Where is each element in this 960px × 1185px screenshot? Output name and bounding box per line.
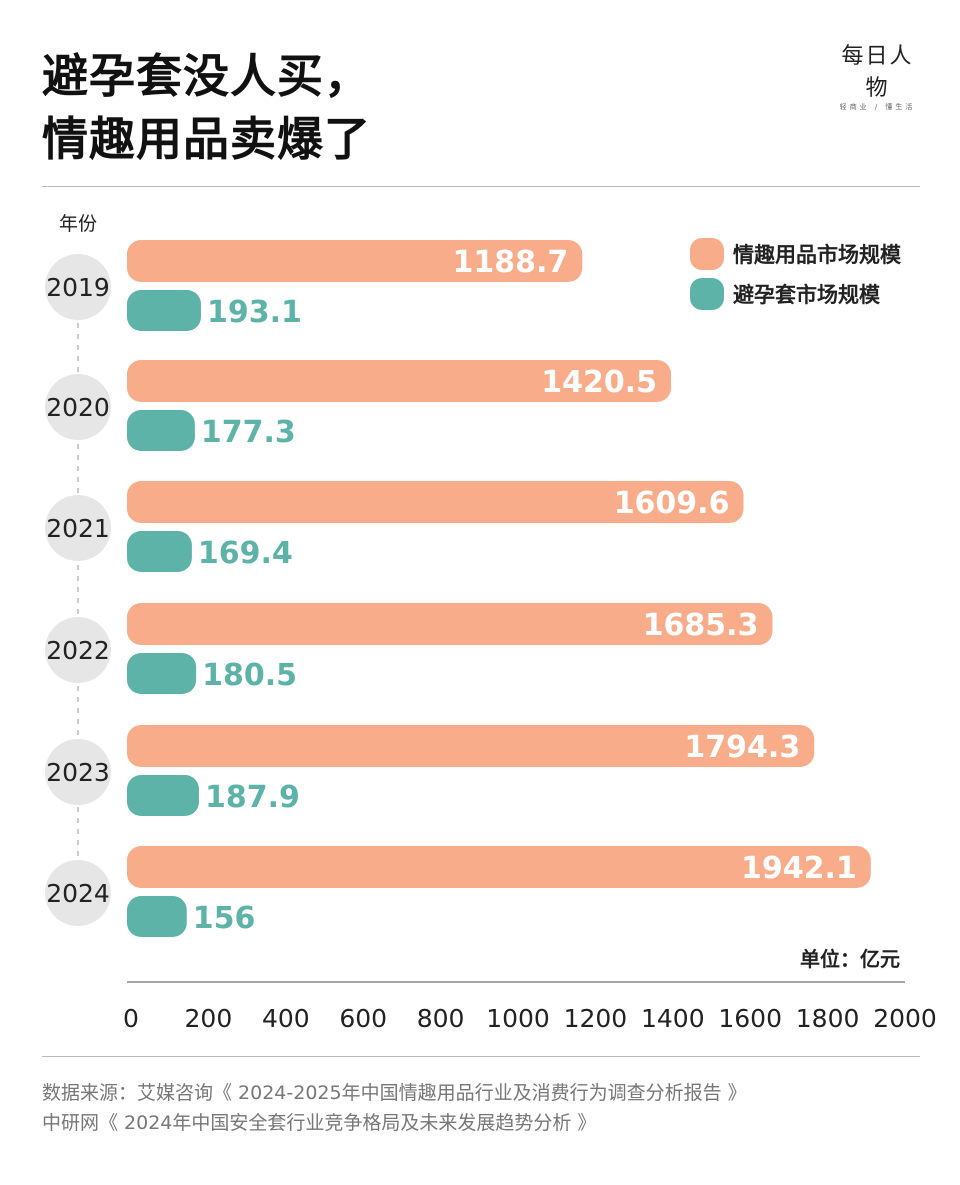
year-label: 2021 (46, 514, 110, 543)
bar-condoms (127, 775, 199, 816)
bar-condoms (127, 410, 195, 451)
logo-subtext: 轻商业 / 懂生活 (839, 103, 916, 111)
x-tick-label: 1800 (796, 1004, 860, 1033)
year-circle (45, 495, 111, 561)
bar-adult-products (127, 846, 871, 888)
year-label: 2024 (46, 879, 110, 908)
legend-label: 情趣用品市场规模 (733, 243, 902, 267)
bar-condoms (127, 653, 197, 694)
logo-text: 每日人物 (841, 44, 914, 101)
y-axis-label: 年份 (59, 213, 97, 235)
year-label: 2020 (46, 393, 110, 422)
value-label-condoms: 180.5 (202, 658, 297, 693)
year-circle (45, 739, 111, 805)
x-tick-label: 600 (339, 1004, 387, 1033)
source-line-2: 中研网《 2024年中国安全套行业竞争格局及未来发展趋势分析 》 (42, 1112, 597, 1134)
divider-top (42, 186, 920, 187)
unit-label: 单位：亿元 (800, 947, 900, 971)
value-label-condoms: 177.3 (201, 415, 296, 450)
x-tick-label: 1400 (641, 1004, 705, 1033)
bar-adult-products (127, 481, 744, 523)
year-circle (45, 254, 111, 320)
bar-chart: 年份 2019 1188.7 193.1 2020 1420.5 177.3 2021 1609… (45, 213, 937, 1033)
x-tick-label: 400 (262, 1004, 310, 1033)
bar-adult-products (127, 240, 583, 282)
x-tick-label: 800 (417, 1004, 465, 1033)
legend-swatch (690, 238, 724, 270)
logo: 每日人物 轻商业 / 懂生活 (830, 38, 925, 112)
value-label-adult-products: 1942.1 (741, 851, 857, 886)
x-tick-label: 1600 (718, 1004, 782, 1033)
x-tick-label: 2000 (873, 1004, 937, 1033)
x-tick-label: 1000 (486, 1004, 550, 1033)
year-circle (45, 617, 111, 683)
value-label-condoms: 156 (193, 901, 256, 936)
source-line-1: 数据来源：艾媒咨询《 2024-2025年中国情趣用品行业及消费行为调查分析报告… (42, 1082, 747, 1104)
title-line-2: 情趣用品卖爆了 (42, 112, 371, 166)
bar-adult-products (127, 725, 815, 767)
divider-bottom (42, 1056, 920, 1057)
value-label-adult-products: 1188.7 (452, 245, 568, 280)
bar-adult-products (127, 360, 672, 402)
legend-swatch (690, 278, 724, 310)
value-label-adult-products: 1685.3 (643, 608, 759, 643)
year-circle (45, 860, 111, 926)
year-label: 2019 (46, 273, 110, 302)
x-tick-label: 0 (123, 1004, 139, 1033)
bar-condoms (127, 290, 201, 331)
year-label: 2023 (46, 758, 110, 787)
year-circle (45, 374, 111, 440)
value-label-condoms: 169.4 (198, 536, 293, 571)
value-label-adult-products: 1794.3 (684, 730, 800, 765)
value-label-condoms: 193.1 (207, 295, 302, 330)
x-tick-label: 200 (185, 1004, 233, 1033)
value-label-condoms: 187.9 (205, 780, 300, 815)
bar-condoms (127, 896, 187, 937)
bar-adult-products (127, 603, 773, 645)
value-label-adult-products: 1609.6 (614, 486, 730, 521)
bar-condoms (127, 531, 192, 572)
title-line-1: 避孕套没人买， (42, 49, 371, 103)
value-label-adult-products: 1420.5 (541, 365, 657, 400)
legend-label: 避孕套市场规模 (733, 283, 881, 307)
x-tick-label: 1200 (564, 1004, 628, 1033)
year-label: 2022 (46, 636, 110, 665)
